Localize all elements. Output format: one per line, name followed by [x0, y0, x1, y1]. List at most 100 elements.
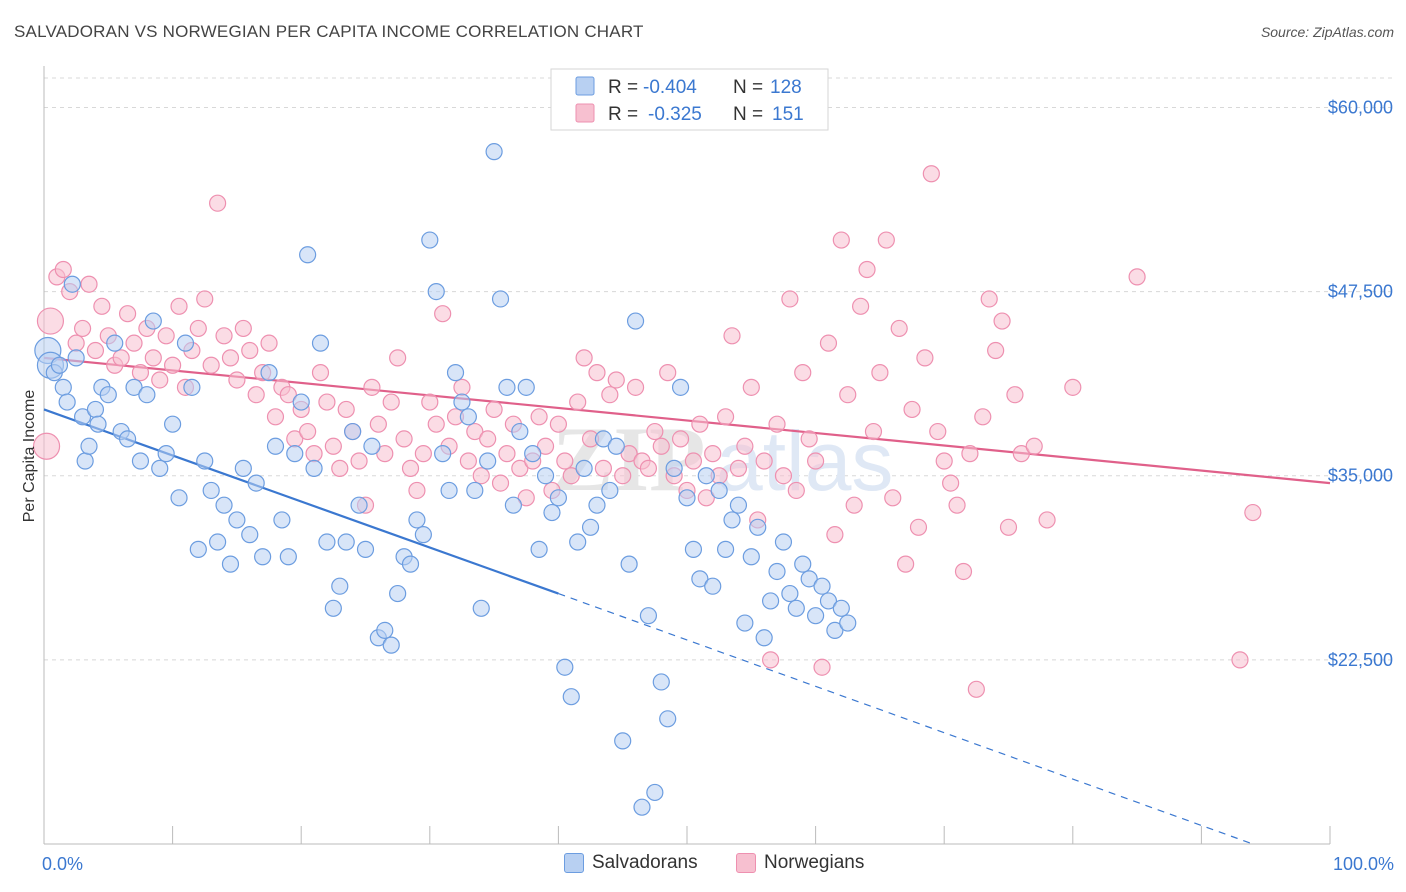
- norwegians-point-42: [305, 445, 323, 463]
- salvadorans-point-94: [614, 732, 632, 750]
- salvadorans-point-25: [170, 489, 188, 507]
- norwegians-point-81: [556, 452, 574, 470]
- salvadorans-point-93: [607, 437, 625, 455]
- norwegians-point-80: [549, 415, 568, 433]
- norwegians-point-102: [691, 415, 709, 433]
- norwegians-point-141: [942, 474, 960, 492]
- salvadorans-point-70: [459, 408, 477, 426]
- chart-source: Source: ZipAtlas.com: [1260, 24, 1394, 40]
- norwegians-point-97: [659, 364, 677, 382]
- norwegians-point-137: [916, 349, 934, 367]
- norwegians-point-94: [639, 459, 658, 477]
- salvadorans-point-30: [202, 481, 220, 500]
- norwegians-point-125: [839, 386, 857, 404]
- points-salvadorans: [34, 143, 857, 816]
- salvadorans-point-84: [549, 489, 568, 507]
- norwegians-point-101: [684, 452, 703, 470]
- norwegians-point-67: [466, 422, 484, 441]
- legend-swatch-norwegians: [736, 853, 756, 873]
- legend-item-salvadorans[interactable]: Salvadorans: [564, 852, 698, 874]
- salvadorans-point-88: [575, 459, 593, 477]
- salvadorans-point-31: [209, 533, 227, 551]
- norwegians-point-147: [980, 290, 998, 308]
- salvadorans-point-24: [164, 415, 182, 433]
- norwegians-point-122: [819, 334, 838, 352]
- salvadorans-point-65: [427, 282, 445, 301]
- salvadorans-point-72: [472, 599, 490, 617]
- salvadorans-point-96: [626, 312, 645, 330]
- salvadorans-point-75: [491, 290, 510, 308]
- norwegians-point-75: [517, 489, 535, 507]
- salvadorans-point-61: [401, 555, 420, 573]
- norwegians-point-90: [614, 467, 632, 485]
- norwegians-point-47: [337, 400, 355, 419]
- norwegians-point-51: [363, 378, 381, 396]
- salvadorans-point-76: [498, 378, 516, 396]
- norwegians-point-155: [1064, 378, 1082, 396]
- norwegians-point-150: [999, 518, 1018, 536]
- norwegians-point-13: [118, 305, 137, 323]
- salvadorans-point-37: [247, 474, 265, 492]
- norwegians-point-44: [318, 393, 336, 411]
- salvadorans-point-33: [221, 555, 240, 573]
- salvadorans-point-126: [819, 592, 838, 610]
- salvadorans-point-114: [742, 548, 760, 566]
- y-axis-title: Per Capita Income: [21, 390, 38, 523]
- norwegians-point-18: [151, 371, 169, 389]
- legend-item-norwegians[interactable]: Norwegians: [736, 852, 864, 874]
- norwegians-point-36: [266, 408, 285, 426]
- salvadorans-point-27: [183, 378, 201, 396]
- salvadorans-point-38: [254, 548, 272, 566]
- salvadorans-point-92: [601, 481, 619, 500]
- norwegians-point-123: [826, 526, 844, 544]
- salvadorans-point-63: [414, 526, 432, 544]
- norwegians-point-26: [202, 356, 220, 374]
- salvadorans-point-69: [453, 393, 471, 411]
- salvadorans-point-46: [305, 459, 323, 477]
- salvadorans-point-54: [356, 540, 375, 558]
- salvadorans-point-119: [774, 533, 793, 551]
- salvadorans-point-101: [659, 710, 677, 728]
- salvadorans-point-113: [736, 614, 754, 632]
- norwegians-point-130: [871, 364, 889, 382]
- norwegians-point-8: [86, 341, 105, 360]
- salvadorans-point-29: [196, 452, 214, 470]
- salvadorans-point-102: [665, 459, 683, 477]
- norwegians-point-83: [569, 393, 587, 411]
- salvadorans-point-95: [620, 555, 638, 573]
- stats-legend-n-value-blue: 128: [770, 77, 802, 98]
- stats-legend-n-label-pink: N =: [733, 104, 763, 125]
- salvadorans-point-23: [157, 445, 175, 463]
- norwegians-point-154: [1038, 511, 1056, 529]
- norwegians-point-107: [723, 327, 741, 345]
- norwegians-point-131: [877, 231, 895, 249]
- norwegians-point-72: [498, 445, 516, 463]
- norwegians-point-52: [369, 415, 387, 433]
- salvadorans-point-18: [125, 378, 143, 396]
- norwegians-point-33: [247, 386, 265, 404]
- salvadorans-point-105: [684, 540, 703, 558]
- norwegians-point-146: [974, 408, 992, 426]
- stats-legend-swatch-blue: [575, 76, 595, 96]
- salvadorans-point-104: [678, 489, 696, 507]
- salvadorans-point-90: [588, 496, 606, 514]
- norwegians-point-35: [260, 334, 278, 352]
- norwegians-point-91: [620, 445, 638, 463]
- norwegians-point-0: [32, 432, 61, 460]
- salvadorans-point-50: [331, 577, 349, 595]
- norwegians-point-148: [987, 341, 1005, 360]
- norwegians-point-5: [67, 334, 85, 352]
- stats-legend-box: [550, 68, 829, 131]
- norwegians-point-103: [697, 489, 715, 507]
- norwegians-point-136: [909, 518, 928, 536]
- salvadorans-point-17: [118, 430, 137, 448]
- norwegians-point-139: [929, 422, 947, 441]
- salvadorans-point-66: [434, 445, 452, 463]
- salvadorans-point-108: [704, 577, 722, 595]
- salvadorans-point-26: [176, 334, 195, 352]
- stats-legend-r-value-pink: -0.325: [648, 104, 702, 125]
- salvadorans-point-128: [832, 599, 850, 617]
- salvadorans-point-28: [189, 540, 207, 558]
- norwegians-point-87: [594, 459, 613, 477]
- salvadorans-point-127: [826, 621, 844, 640]
